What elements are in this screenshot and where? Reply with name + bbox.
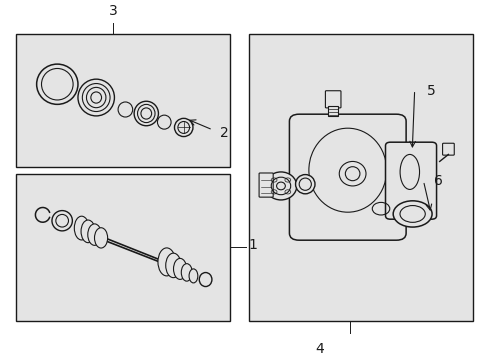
Ellipse shape bbox=[158, 248, 175, 276]
FancyBboxPatch shape bbox=[289, 114, 406, 240]
FancyBboxPatch shape bbox=[442, 143, 453, 155]
Ellipse shape bbox=[165, 253, 181, 278]
Ellipse shape bbox=[174, 118, 193, 136]
Ellipse shape bbox=[173, 258, 186, 279]
Ellipse shape bbox=[37, 64, 78, 104]
Ellipse shape bbox=[157, 115, 171, 129]
Ellipse shape bbox=[78, 79, 114, 116]
Text: 5: 5 bbox=[426, 85, 435, 98]
Bar bbox=[249, 34, 472, 321]
Ellipse shape bbox=[94, 228, 107, 248]
Ellipse shape bbox=[189, 269, 198, 283]
Ellipse shape bbox=[392, 201, 431, 227]
Ellipse shape bbox=[74, 216, 89, 240]
FancyBboxPatch shape bbox=[259, 173, 273, 197]
Ellipse shape bbox=[81, 220, 95, 243]
Ellipse shape bbox=[134, 101, 158, 126]
Text: 6: 6 bbox=[433, 174, 442, 188]
Text: 3: 3 bbox=[109, 4, 117, 18]
FancyBboxPatch shape bbox=[325, 91, 340, 108]
Ellipse shape bbox=[52, 211, 72, 231]
Text: 1: 1 bbox=[248, 238, 257, 252]
Ellipse shape bbox=[199, 273, 211, 287]
Ellipse shape bbox=[118, 102, 132, 117]
Text: 4: 4 bbox=[315, 342, 324, 356]
Ellipse shape bbox=[181, 264, 192, 281]
Ellipse shape bbox=[295, 175, 314, 194]
Text: 2: 2 bbox=[220, 126, 228, 140]
FancyBboxPatch shape bbox=[385, 142, 436, 219]
Ellipse shape bbox=[264, 172, 296, 200]
Ellipse shape bbox=[87, 224, 101, 246]
Bar bbox=[16, 174, 229, 321]
Bar bbox=[327, 107, 337, 116]
Bar bbox=[16, 34, 229, 167]
